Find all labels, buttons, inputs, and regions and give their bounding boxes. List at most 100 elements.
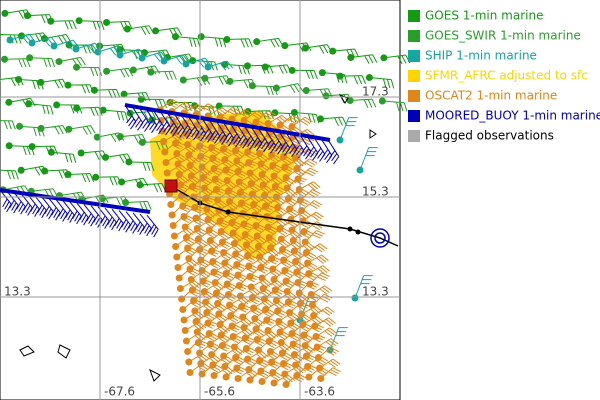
wind-barb [274, 112, 301, 123]
wind-barb [9, 33, 36, 44]
obs-dot [269, 265, 277, 273]
obs-dot [148, 116, 156, 124]
wind-barb [40, 78, 68, 89]
wind-barb [235, 140, 257, 151]
wind-barb [192, 278, 213, 291]
wind-barb [225, 365, 247, 378]
obs-dot [329, 47, 337, 55]
obs-dot [317, 375, 325, 382]
wind-barb [273, 374, 296, 384]
wind-barb [144, 49, 172, 60]
wind-barb [296, 364, 317, 376]
wind-barb [290, 313, 312, 324]
wind-barb [175, 131, 196, 144]
wind-barb [206, 199, 228, 210]
wind-barb [195, 103, 217, 115]
wind-barb [243, 212, 264, 225]
wind-barb [138, 107, 151, 132]
obs-dot [346, 97, 354, 105]
obs-dot [92, 173, 100, 181]
obs-dot [77, 149, 85, 157]
wind-barb [270, 342, 292, 353]
wind-barb [302, 315, 324, 326]
obs-dot [232, 147, 240, 154]
obs-dot [298, 310, 306, 318]
wind-barb [306, 135, 319, 161]
obs-dot [147, 68, 155, 76]
wind-barb [69, 44, 95, 54]
storm-center [374, 232, 386, 244]
obs-dot [275, 318, 283, 325]
obs-dot [64, 81, 72, 89]
wind-barb [256, 330, 279, 341]
obs-dot [220, 352, 228, 360]
wind-barb [207, 210, 229, 220]
wind-barb [184, 321, 207, 332]
wind-barb [255, 214, 277, 226]
wind-barb [257, 127, 270, 153]
obs-dot [378, 97, 386, 105]
wind-barb [118, 210, 131, 233]
wind-barb [264, 185, 286, 196]
wind-barb [302, 211, 324, 222]
wind-barb [332, 48, 360, 59]
obs-dot [347, 54, 355, 62]
wind-barb [262, 279, 285, 290]
obs-dot [286, 205, 294, 213]
wind-barb [320, 367, 341, 379]
obs-dot [276, 121, 284, 129]
obs-dot [75, 17, 83, 25]
wind-barb [304, 230, 325, 243]
obs-dot [246, 376, 254, 384]
obs-dot [290, 351, 298, 358]
obs-dot [302, 87, 310, 95]
wind-barb [383, 54, 411, 65]
wind-barb [260, 255, 281, 268]
legend-label: SFMR_AFRC adjusted to sfc [425, 69, 588, 83]
wind-barb [260, 359, 282, 372]
coastline [369, 129, 377, 139]
grid [0, 0, 400, 400]
wind-barb [216, 282, 237, 294]
obs-dot [281, 42, 289, 50]
wind-barb [187, 115, 200, 141]
wind-barb [238, 273, 259, 286]
wind-barb [294, 345, 316, 355]
obs-dot [308, 301, 316, 309]
wind-barb [198, 332, 220, 343]
wind-barb [242, 204, 264, 214]
wind-barb [196, 219, 219, 229]
wind-barb [306, 243, 328, 253]
obs-dot [234, 375, 242, 382]
wind-barb [254, 203, 275, 216]
legend-label: Flagged observations [425, 129, 554, 143]
wind-barb [132, 212, 145, 235]
obs-dot [168, 211, 176, 219]
obs-dot [152, 27, 160, 35]
wind-barb [280, 230, 303, 241]
obs-dot [365, 74, 373, 82]
obs-dot [214, 196, 222, 204]
obs-dot [201, 74, 209, 82]
wind-barb [76, 202, 89, 226]
obs-dot [172, 33, 180, 41]
obs-dot [5, 98, 13, 106]
obs-dot [257, 160, 265, 168]
wind-barb [94, 88, 121, 99]
wind-barb [34, 195, 47, 219]
wind-barb [210, 334, 232, 345]
obs-dot [185, 358, 193, 366]
track-point [355, 229, 361, 235]
legend-label: SHIP 1-min marine [425, 49, 537, 63]
wind-barb [58, 56, 86, 67]
obs-dot [253, 38, 261, 46]
wind-barb [171, 203, 192, 216]
wind-barb [190, 167, 213, 178]
wind-barb [258, 237, 280, 247]
obs-dot [226, 301, 234, 309]
coastline [149, 368, 161, 382]
obs-dot [0, 77, 1, 82]
obs-dot [203, 309, 211, 316]
wind-barb [314, 317, 336, 327]
wind-barb [125, 200, 152, 211]
